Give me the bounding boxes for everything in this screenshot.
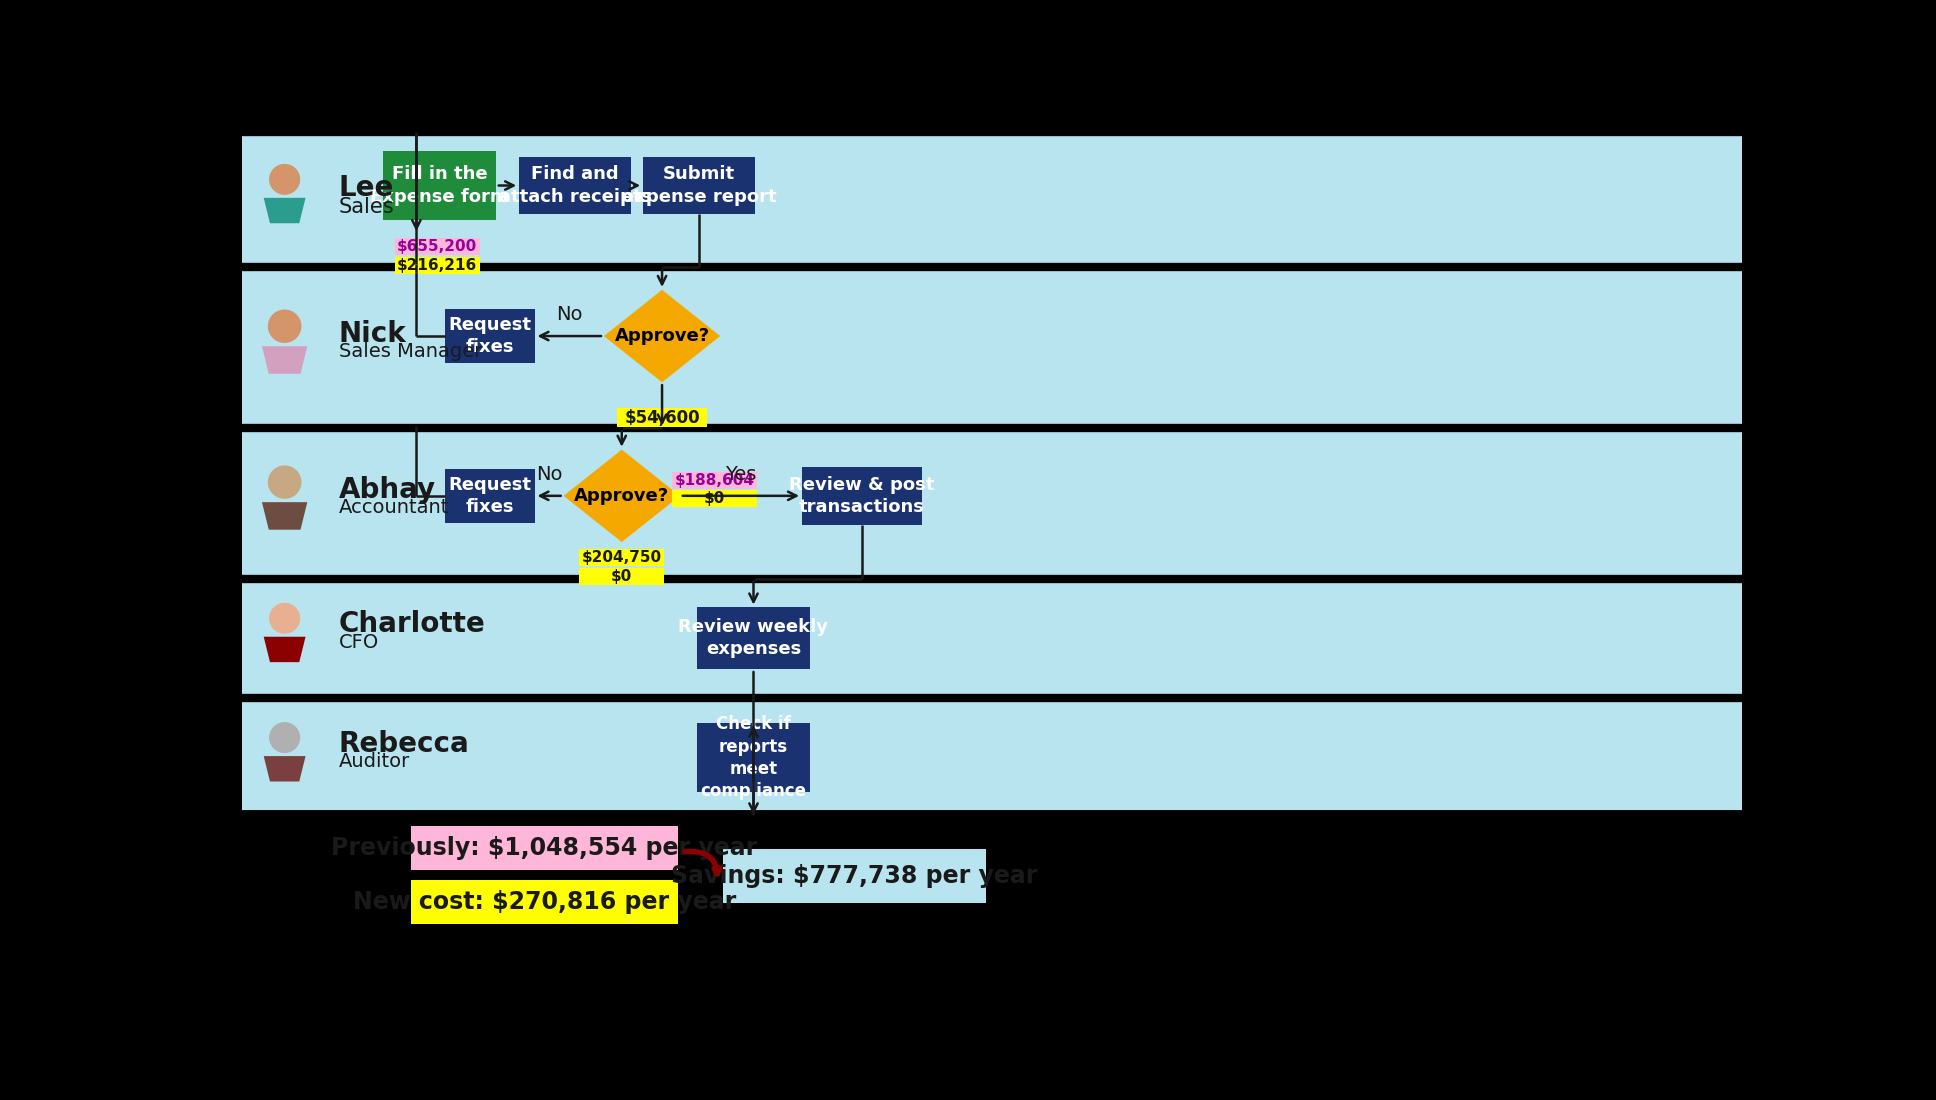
Bar — [618, 408, 707, 427]
Text: $216,216: $216,216 — [397, 257, 478, 273]
Bar — [410, 826, 678, 870]
Text: $188,604: $188,604 — [676, 473, 755, 488]
Bar — [242, 132, 1742, 267]
Bar — [722, 849, 985, 903]
Bar — [242, 579, 1742, 698]
Text: Yes: Yes — [726, 464, 757, 484]
Text: $54,600: $54,600 — [623, 409, 699, 427]
Text: Nick: Nick — [339, 320, 407, 348]
Polygon shape — [261, 503, 308, 530]
Bar — [242, 429, 1742, 579]
Bar — [445, 469, 534, 522]
Text: Find and
attach receipts: Find and attach receipts — [499, 165, 652, 206]
Bar — [445, 309, 534, 363]
Text: $0: $0 — [705, 492, 726, 506]
Text: $204,750: $204,750 — [581, 550, 662, 565]
Bar — [395, 239, 480, 255]
Text: Abhay: Abhay — [339, 475, 436, 504]
Text: Approve?: Approve? — [575, 487, 670, 505]
Polygon shape — [261, 346, 308, 374]
Circle shape — [269, 604, 300, 632]
Text: Fill in the
Expense form: Fill in the Expense form — [370, 165, 509, 206]
Polygon shape — [263, 198, 306, 223]
Text: Approve?: Approve? — [614, 327, 711, 345]
Polygon shape — [263, 756, 306, 781]
Bar — [579, 549, 664, 566]
Text: No: No — [536, 464, 561, 484]
Text: Check if
reports
meet
compliance: Check if reports meet compliance — [701, 715, 807, 800]
Bar — [242, 817, 1742, 979]
Text: Previously: $1,048,554 per year: Previously: $1,048,554 per year — [331, 836, 757, 860]
Text: Lee: Lee — [339, 174, 395, 201]
Text: $655,200: $655,200 — [397, 239, 478, 254]
Bar — [242, 698, 1742, 817]
Circle shape — [269, 466, 300, 498]
Circle shape — [269, 723, 300, 752]
Circle shape — [269, 165, 300, 194]
Bar — [697, 723, 809, 792]
Text: Savings: $777,738 per year: Savings: $777,738 per year — [672, 864, 1038, 888]
Text: Rebecca: Rebecca — [339, 729, 470, 758]
Bar — [643, 156, 755, 214]
Text: Request
fixes: Request fixes — [449, 475, 532, 516]
Bar — [383, 151, 496, 220]
Bar — [519, 156, 631, 214]
Text: Charlotte: Charlotte — [339, 610, 486, 638]
Polygon shape — [604, 290, 720, 383]
Bar — [579, 568, 664, 585]
Text: CFO: CFO — [339, 632, 379, 651]
Text: $0: $0 — [612, 569, 633, 584]
Bar — [672, 472, 757, 488]
Text: Accountant: Accountant — [339, 498, 449, 517]
Polygon shape — [263, 637, 306, 662]
Text: Review & post
transactions: Review & post transactions — [790, 475, 935, 516]
Bar — [242, 266, 1742, 428]
Bar — [410, 880, 678, 924]
Bar — [395, 256, 480, 274]
Text: Sales: Sales — [339, 197, 395, 217]
Text: Sales Manager: Sales Manager — [339, 342, 482, 361]
Circle shape — [269, 310, 300, 342]
Text: Auditor: Auditor — [339, 752, 410, 771]
Text: No: No — [556, 305, 583, 323]
Bar — [697, 607, 809, 669]
Text: Review weekly
expenses: Review weekly expenses — [678, 618, 829, 659]
Bar — [672, 491, 757, 507]
Polygon shape — [563, 450, 680, 542]
Bar — [802, 466, 922, 525]
Text: Request
fixes: Request fixes — [449, 316, 532, 356]
Text: New cost: $270,816 per year: New cost: $270,816 per year — [352, 890, 736, 914]
Text: Submit
expense report: Submit expense report — [621, 165, 776, 206]
